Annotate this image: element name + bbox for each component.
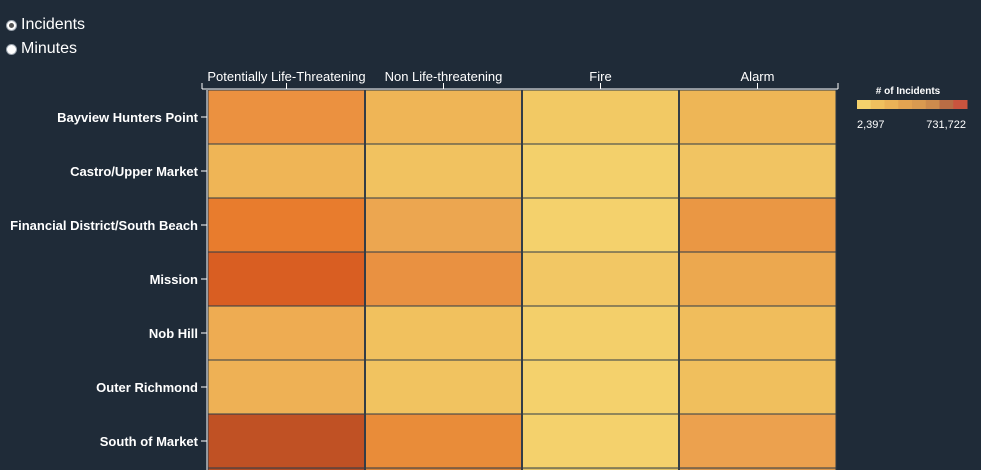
y-tick-label: South of Market	[100, 434, 199, 449]
heatmap-cell[interactable]	[207, 305, 366, 361]
heatmap-cell[interactable]	[521, 197, 680, 253]
y-tick-label: Bayview Hunters Point	[57, 110, 199, 125]
legend-swatch	[898, 100, 913, 109]
heatmap-cell[interactable]	[364, 413, 523, 469]
x-tick-label: Fire	[589, 69, 611, 84]
x-tick-label: Alarm	[741, 69, 775, 84]
legend-min-label: 2,397	[857, 119, 885, 131]
y-tick-label: Castro/Upper Market	[70, 164, 199, 179]
heatmap-cell[interactable]	[678, 89, 837, 145]
radio-button-icon[interactable]	[6, 43, 17, 55]
heatmap-cell[interactable]	[364, 467, 523, 470]
legend-swatch	[925, 100, 940, 109]
radio-option-minutes[interactable]: Minutes	[6, 37, 85, 61]
heatmap-cell[interactable]	[521, 467, 680, 470]
heatmap-cell[interactable]	[207, 251, 366, 307]
y-tick-label: Nob Hill	[149, 326, 198, 341]
legend-swatch	[870, 100, 885, 109]
x-tick-label: Non Life-threatening	[385, 69, 503, 84]
heatmap-cell[interactable]	[521, 359, 680, 415]
radio-button-icon[interactable]	[6, 19, 17, 31]
heatmap-cell[interactable]	[521, 251, 680, 307]
heatmap-cell[interactable]	[678, 305, 837, 361]
heatmap-cell[interactable]	[364, 251, 523, 307]
heatmap-cell[interactable]	[207, 413, 366, 469]
radio-label: Incidents	[21, 16, 86, 33]
legend-max-label: 731,722	[926, 119, 966, 131]
heatmap-cell[interactable]	[678, 143, 837, 199]
heatmap-cell[interactable]	[521, 143, 680, 199]
legend-swatch	[912, 100, 927, 109]
heatmap-cell[interactable]	[207, 89, 366, 145]
legend-swatch	[939, 100, 954, 109]
heatmap-cell[interactable]	[364, 305, 523, 361]
heatmap-cell[interactable]	[678, 251, 837, 307]
legend-swatch	[857, 100, 872, 109]
heatmap-cell[interactable]	[521, 89, 680, 145]
heatmap-cell[interactable]	[364, 359, 523, 415]
legend-swatch	[953, 100, 968, 109]
metric-radio-group: Incidents Minutes	[6, 13, 85, 61]
legend-title: # of Incidents	[876, 86, 941, 97]
y-tick-label: Financial District/South Beach	[10, 218, 198, 233]
heatmap-cell[interactable]	[364, 143, 523, 199]
heatmap-cell[interactable]	[207, 143, 366, 199]
heatmap-cell[interactable]	[364, 89, 523, 145]
radio-label: Minutes	[21, 40, 78, 57]
legend-swatch	[884, 100, 899, 109]
heatmap-cell[interactable]	[207, 197, 366, 253]
heatmap-cell[interactable]	[207, 467, 366, 470]
x-tick-label: Potentially Life-Threatening	[207, 69, 365, 84]
heatmap-cell[interactable]	[364, 197, 523, 253]
heatmap-cell[interactable]	[678, 359, 837, 415]
radio-option-incidents[interactable]: Incidents	[6, 13, 85, 37]
heatmap-cell[interactable]	[521, 413, 680, 469]
heatmap-cell[interactable]	[207, 359, 366, 415]
y-tick-label: Outer Richmond	[96, 380, 198, 395]
heatmap-cell[interactable]	[521, 305, 680, 361]
heatmap-cell[interactable]	[678, 413, 837, 469]
heatmap-cell[interactable]	[678, 197, 837, 253]
y-tick-label: Mission	[150, 272, 198, 287]
heatmap-cell[interactable]	[678, 467, 837, 470]
